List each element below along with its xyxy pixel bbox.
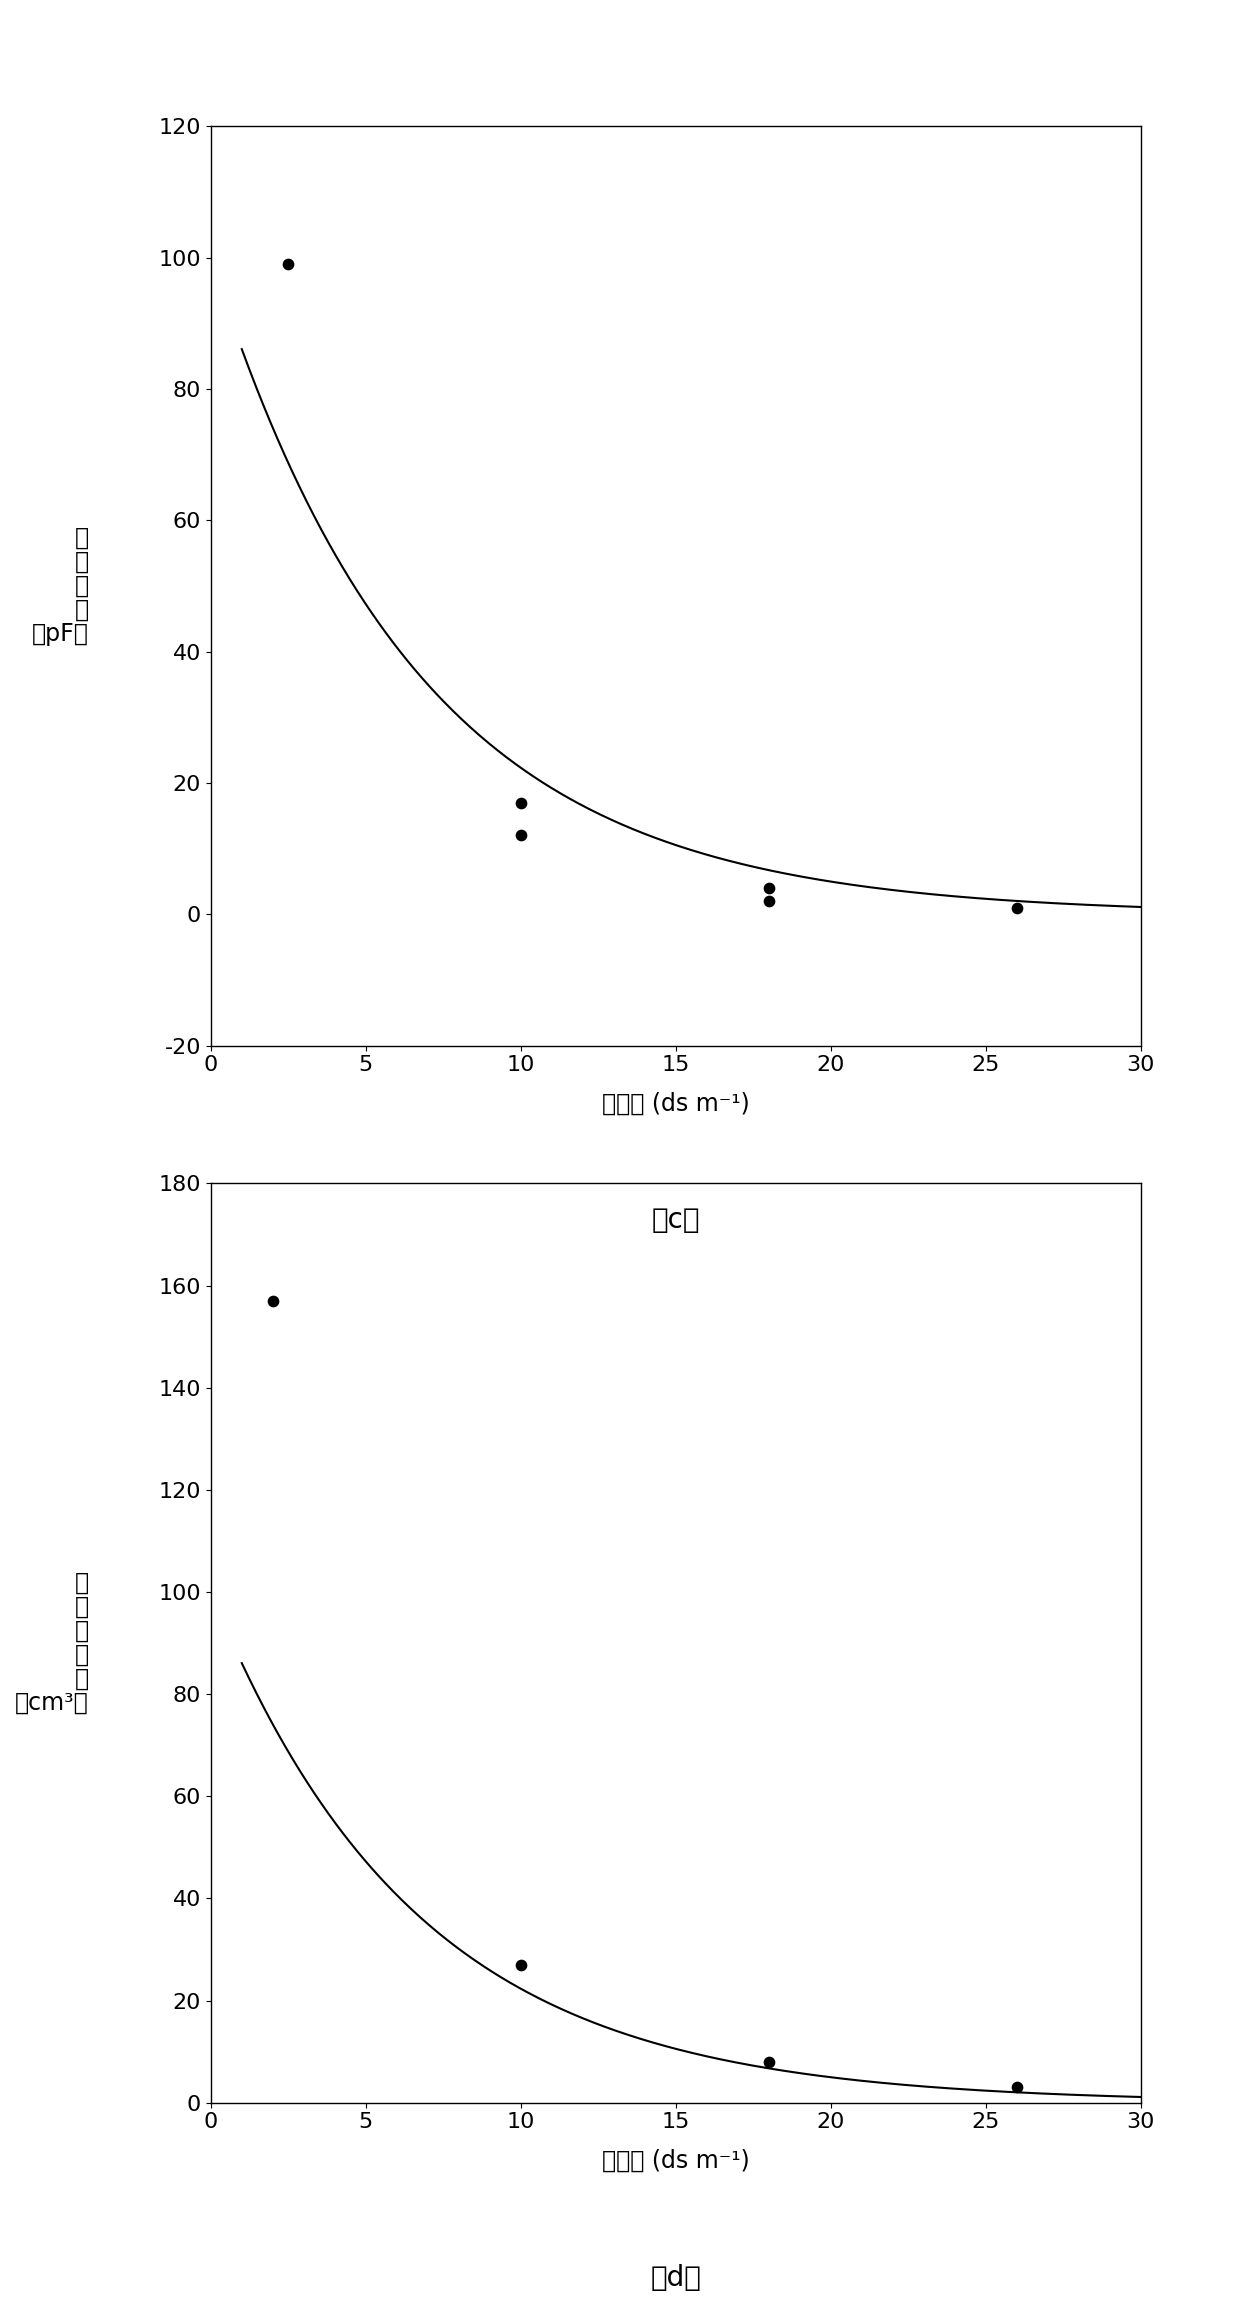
X-axis label: 盐浓度 (ds m⁻¹): 盐浓度 (ds m⁻¹): [601, 2149, 750, 2174]
Point: [1007, 2068, 1027, 2105]
Point: [511, 818, 531, 855]
Point: [511, 784, 531, 820]
Y-axis label: 生
理
电
容
（pF）: 生 理 电 容 （pF）: [32, 526, 89, 646]
X-axis label: 盐浓度 (ds m⁻¹): 盐浓度 (ds m⁻¹): [601, 1092, 750, 1117]
Point: [263, 1282, 283, 1319]
Text: （d）: （d）: [650, 2264, 702, 2291]
Point: [511, 1946, 531, 1983]
Y-axis label: 叶
片
紧
张
度
（cm³）: 叶 片 紧 张 度 （cm³）: [15, 1572, 89, 1714]
Point: [759, 869, 779, 905]
Point: [278, 246, 299, 283]
Point: [759, 2043, 779, 2080]
Text: （c）: （c）: [651, 1206, 701, 1234]
Point: [759, 882, 779, 919]
Point: [1007, 889, 1027, 926]
